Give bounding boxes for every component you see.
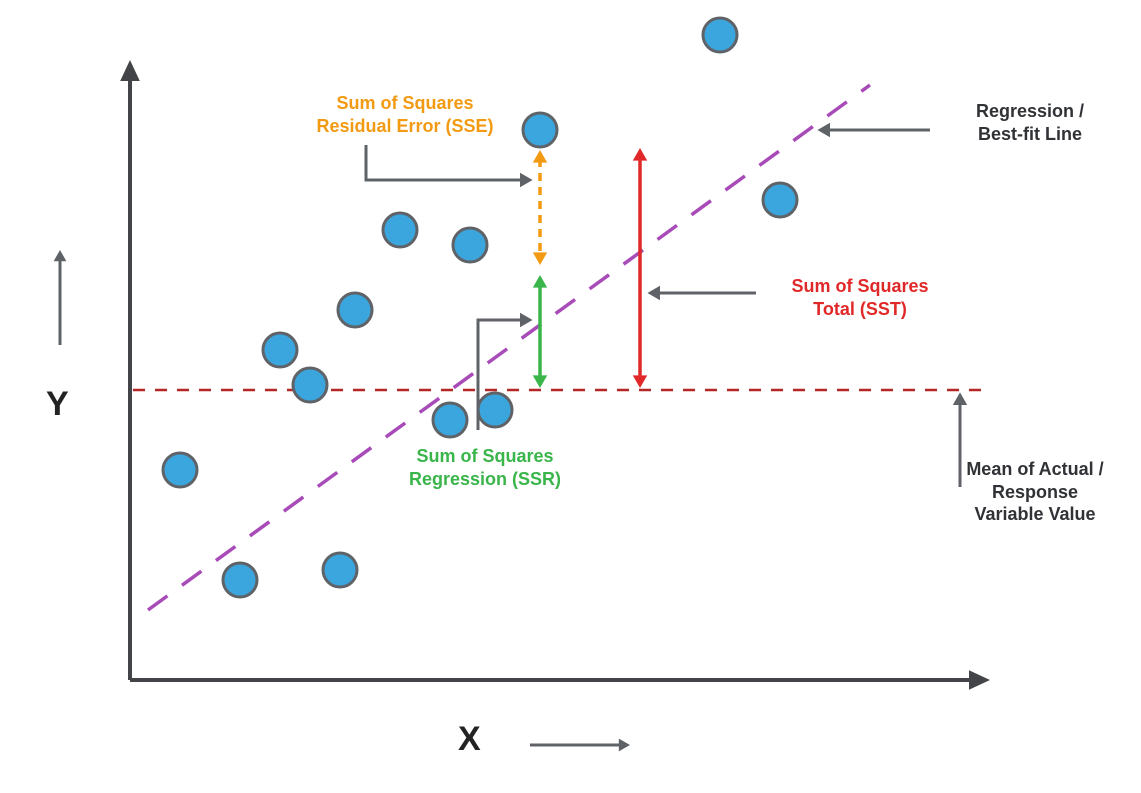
sse-label: Sum of Squares Residual Error (SSE) [290,92,520,137]
axes-group [120,60,990,690]
y-axis-label: Y [46,385,69,424]
regression-label-line1: Regression / [976,101,1084,121]
mean-label-line2: Response [992,482,1078,502]
scatter-point [453,228,487,262]
sse-label-line2: Residual Error (SSE) [316,116,493,136]
ssr-label-line2: Regression (SSR) [409,469,561,489]
scatter-point [703,18,737,52]
sse-indicator [533,150,547,265]
axis-direction-arrows [54,250,630,751]
y-axis-arrowhead [120,60,140,81]
mean-label: Mean of Actual / Response Variable Value [940,458,1130,526]
x-axis-arrowhead [969,670,990,690]
scatter-point [433,403,467,437]
scatter-point [223,563,257,597]
regression-line [148,85,870,610]
scatter-point [163,453,197,487]
sst-label-line1: Sum of Squares [791,276,928,296]
ssr-label-line1: Sum of Squares [416,446,553,466]
mean-label-line3: Variable Value [974,504,1095,524]
ssr-label: Sum of Squares Regression (SSR) [380,445,590,490]
sse-label-line1: Sum of Squares [336,93,473,113]
scatter-point [293,368,327,402]
scatter-point [383,213,417,247]
ssr-indicator [533,275,547,388]
regression-label: Regression / Best-fit Line [940,100,1120,145]
sst-indicator [633,148,647,388]
scatter-point [523,113,557,147]
mean-label-line1: Mean of Actual / [966,459,1103,479]
scatter-point [323,553,357,587]
scatter-point [263,333,297,367]
scatter-point [338,293,372,327]
scatter-point [763,183,797,217]
regression-label-line2: Best-fit Line [978,124,1082,144]
sst-label: Sum of Squares Total (SST) [760,275,960,320]
scatter-point [478,393,512,427]
sst-label-line2: Total (SST) [813,299,907,319]
x-axis-label: X [458,720,481,759]
